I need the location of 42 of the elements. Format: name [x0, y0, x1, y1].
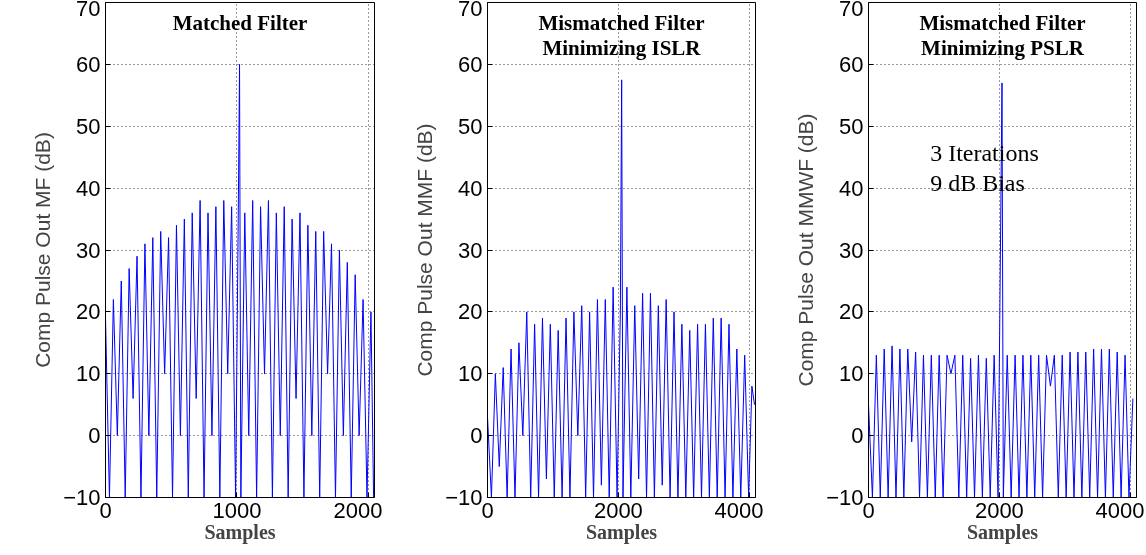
y-axis-title: Comp Pulse Out MF (dB) [31, 132, 55, 368]
text: Mismatched Filter Minimizing ISLR [538, 10, 705, 60]
y-tick-label: 20 [458, 299, 483, 325]
chart-title: Matched Filter [172, 10, 308, 35]
x-axis-title: Samples [966, 520, 1039, 544]
y-tick-label: 10 [458, 361, 483, 387]
y-tick-label: 0 [88, 423, 101, 449]
y-tick-label: 10 [839, 361, 864, 387]
y-tick-label: 10 [76, 361, 101, 387]
y-tick-label: 50 [458, 113, 483, 139]
y-tick-label: 70 [76, 0, 101, 21]
y-tick-label: 30 [839, 237, 864, 263]
y-tick-label: 70 [839, 0, 864, 21]
y-tick-label: 20 [76, 299, 101, 325]
y-tick-label: 0 [470, 423, 483, 449]
y-tick-label: 30 [76, 237, 101, 263]
x-axis-title: Samples [204, 520, 276, 544]
y-tick-label: 70 [458, 0, 483, 21]
x-tick-label: 4000 [714, 497, 764, 523]
x-tick-label: 4000 [1095, 497, 1145, 523]
x-tick-label: 2000 [974, 497, 1024, 523]
y-axis-title: Comp Pulse Out MMF (dB) [413, 123, 437, 377]
y-tick-label: −10 [826, 485, 864, 510]
y-tick-label: −10 [63, 485, 101, 510]
x-tick-label: 2000 [333, 497, 383, 523]
y-tick-label: 20 [839, 299, 864, 325]
x-tick-label: 1000 [212, 497, 262, 523]
y-tick-label: 50 [76, 113, 101, 139]
text: Mismatched Filter Minimizing PSLR [919, 10, 1086, 60]
y-tick-label: 60 [458, 51, 483, 77]
y-tick-label: 40 [458, 175, 483, 201]
x-axis-title: Samples [585, 520, 658, 544]
y-tick-label: 50 [839, 113, 864, 139]
y-tick-label: 60 [76, 51, 101, 77]
y-tick-label: 40 [76, 175, 101, 201]
y-tick-label: 60 [839, 51, 864, 77]
y-tick-label: −10 [445, 485, 483, 510]
y-tick-label: 30 [458, 237, 483, 263]
y-tick-label: 0 [851, 423, 864, 449]
y-axis-title: Comp Pulse Out MMWF (dB) [794, 113, 818, 387]
y-tick-label: 40 [839, 175, 864, 201]
x-tick-label: 2000 [593, 497, 643, 523]
